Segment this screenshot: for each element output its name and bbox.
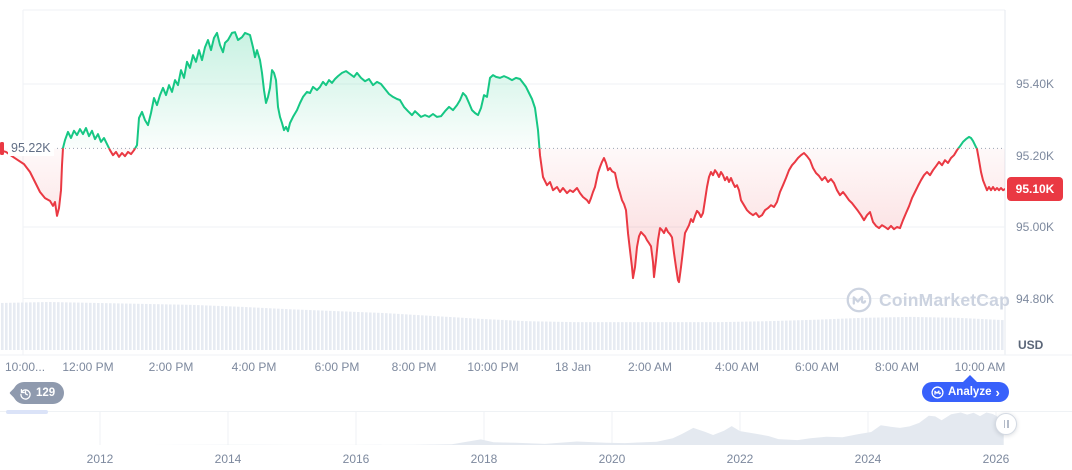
volume-bars <box>1 302 1004 350</box>
timeline-scrubber[interactable] <box>0 411 1072 470</box>
price-line-down <box>0 148 1005 284</box>
history-clock-icon <box>20 388 31 400</box>
x-axis-label: 4:00 AM <box>714 360 760 374</box>
watermark: CoinMarketCap <box>846 287 1010 313</box>
history-count: 129 <box>36 387 56 399</box>
x-axis-label: 2:00 AM <box>627 360 673 374</box>
y-axis-label: 94.80K <box>1016 291 1055 306</box>
watermark-text: CoinMarketCap <box>879 289 1010 310</box>
y-axis-label: 95.20K <box>1016 148 1055 163</box>
coinmarketcap-logo-icon <box>846 287 872 313</box>
x-axis-label: 6:00 PM <box>314 360 360 374</box>
timeline-drag-handle[interactable] <box>995 413 1017 435</box>
x-axis-label: 8:00 AM <box>874 360 920 374</box>
timeline-selection-bar <box>6 410 48 414</box>
price-area-down <box>0 148 1005 283</box>
chevron-right-icon: › <box>995 384 1000 400</box>
x-axis-label: 6:00 AM <box>794 360 840 374</box>
analyze-button[interactable]: Analyze › <box>922 382 1009 402</box>
x-axis-label: 8:00 PM <box>391 360 437 374</box>
x-axis-label: 18 Jan <box>554 360 592 374</box>
baseline-price-label: 95.22K <box>8 139 54 156</box>
timeline-year-label: 2016 <box>342 452 370 466</box>
timeline-year-label: 2024 <box>854 452 882 466</box>
y-axis-label: 95.00K <box>1016 220 1055 234</box>
main-price-chart[interactable] <box>0 0 1072 356</box>
price-area-up <box>62 32 977 149</box>
current-price-badge: 95.10K <box>1007 177 1063 202</box>
timeline-year-label: 2020 <box>598 452 626 466</box>
history-count-badge[interactable]: 129 <box>9 382 65 404</box>
timeline-year-label: 2014 <box>214 452 242 466</box>
open-price-marker <box>0 141 4 155</box>
y-axis-label: 95.40K <box>1016 77 1055 91</box>
current-price-value: 95.10K <box>1015 182 1055 197</box>
x-axis-label: 10:00 AM <box>954 360 1006 374</box>
currency-label: USD <box>1018 338 1044 352</box>
x-axis-label: 12:00 PM <box>62 360 114 374</box>
timeline-area <box>0 412 1004 445</box>
analyze-pointer <box>963 375 977 382</box>
timeline-year-label: 2022 <box>726 452 754 466</box>
timeline-year-label: 2026 <box>982 452 1010 466</box>
price-line-up <box>61 31 978 149</box>
x-axis-label: 4:00 PM <box>231 360 277 374</box>
timeline-year-label: 2018 <box>470 452 498 466</box>
x-axis-label: 10:00 PM <box>467 360 519 374</box>
x-axis-label: 2:00 PM <box>148 360 194 374</box>
analyze-label: Analyze <box>948 386 992 398</box>
x-axis-label: 10:00... <box>5 360 46 374</box>
timeline-year-label: 2012 <box>86 452 114 466</box>
coinmarketcap-logo-icon-small <box>931 385 944 399</box>
